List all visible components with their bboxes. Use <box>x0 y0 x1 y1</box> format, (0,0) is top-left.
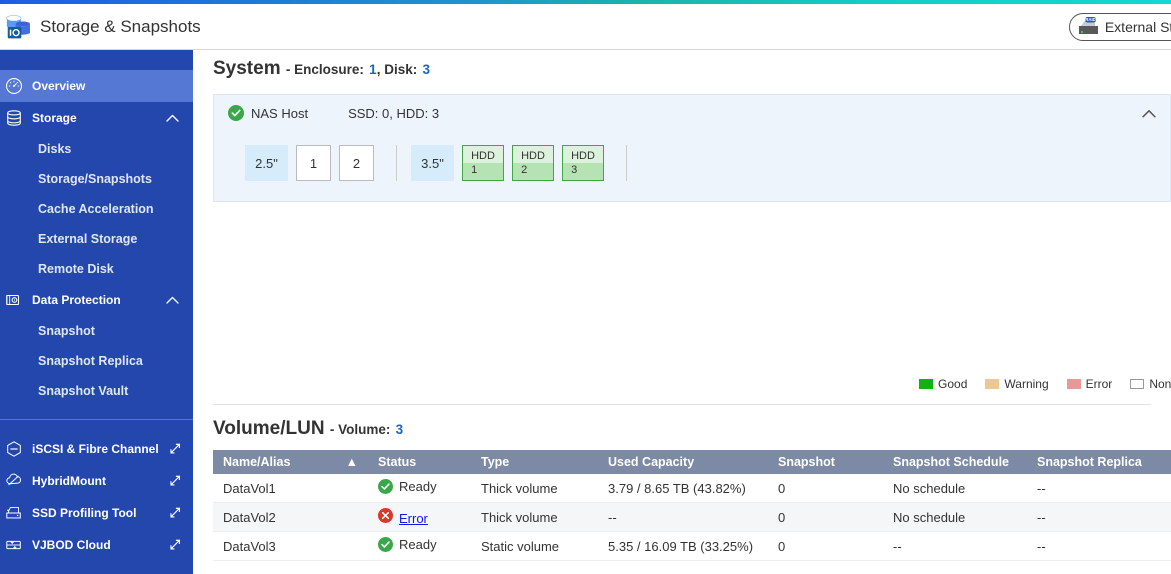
svg-text:RAID: RAID <box>1085 17 1096 22</box>
